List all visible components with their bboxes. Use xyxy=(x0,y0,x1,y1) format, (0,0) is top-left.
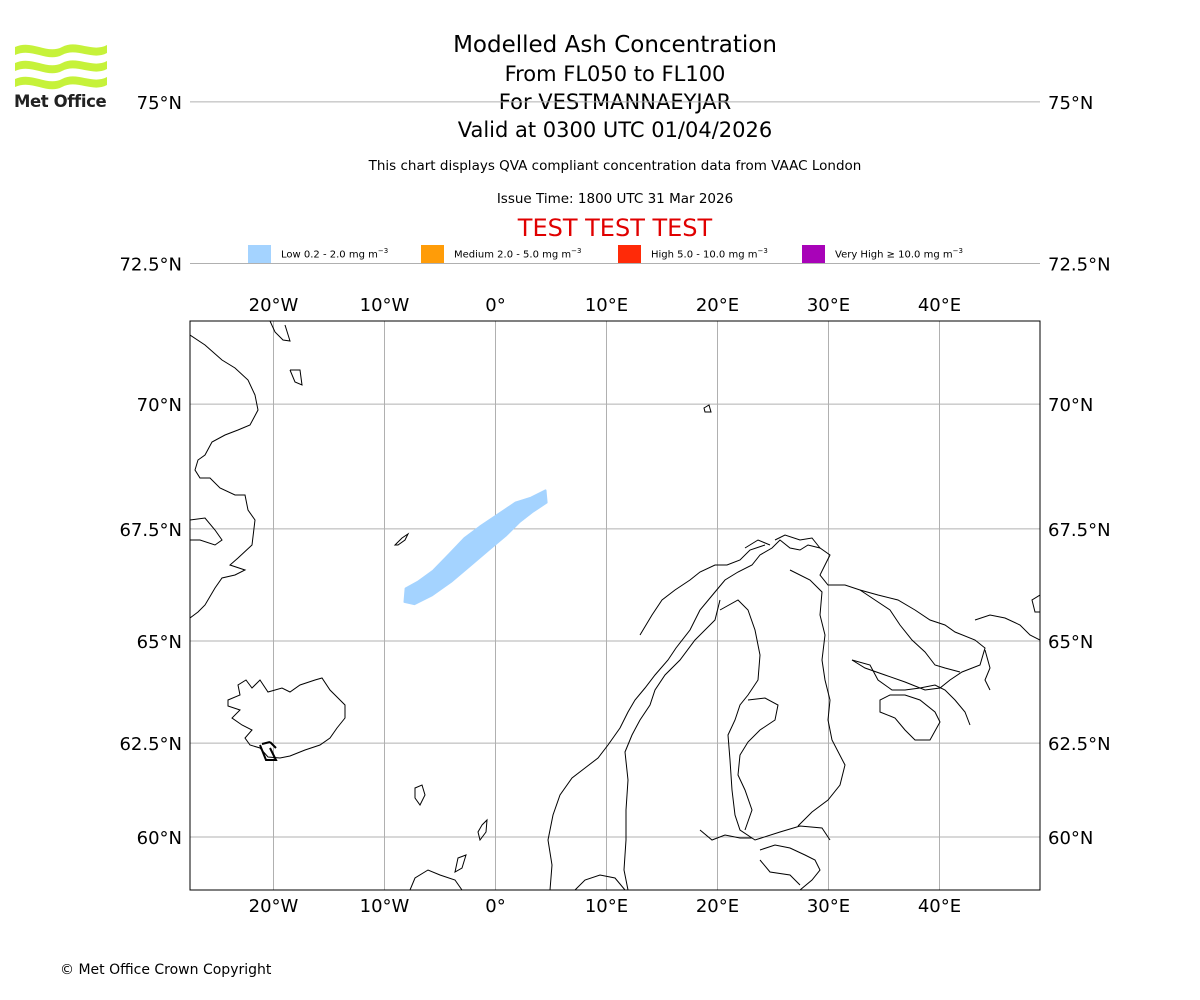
flight-level-subtitle: From FL050 to FL100 xyxy=(504,62,726,86)
legend-item-medium: Medium 2.0 - 5.0 mg m−3 xyxy=(421,244,581,264)
norway-coast xyxy=(547,539,986,890)
lat-tick-label: 70°N xyxy=(137,395,182,416)
issue-time: Issue Time: 1800 UTC 31 Mar 2026 xyxy=(496,191,734,207)
legend-item-high: High 5.0 - 10.0 mg m−3 xyxy=(618,244,768,264)
lat-tick-label: 72.5°N xyxy=(119,255,182,276)
legend-swatch-very-high xyxy=(802,244,825,264)
graticule xyxy=(190,101,1040,890)
lon-tick-label: 0° xyxy=(485,896,505,917)
greenland-fjord xyxy=(190,517,223,546)
logo-text: Met Office xyxy=(14,92,107,111)
norway-south-coast xyxy=(574,874,626,890)
lat-tick-label: 67.5°N xyxy=(119,520,182,541)
greenland-coast xyxy=(190,334,259,619)
lon-tick-label: 30°E xyxy=(807,896,850,917)
lon-tick-label: 20°W xyxy=(249,295,299,316)
norway-sweden-border xyxy=(623,599,721,890)
white-sea xyxy=(851,659,971,726)
ash-plume-low xyxy=(403,489,548,606)
iceland-coast xyxy=(227,677,346,759)
vestmannaeyjar-marker xyxy=(259,741,278,761)
lon-tick-label: 10°E xyxy=(585,896,628,917)
lon-tick-label: 0° xyxy=(485,295,505,316)
bothnia-coast xyxy=(737,697,779,831)
kola-coast xyxy=(974,594,1040,691)
legend-item-very-high: Very High ≥ 10.0 mg m−3 xyxy=(802,244,963,264)
copyright: © Met Office Crown Copyright xyxy=(60,962,272,978)
legend-swatch-low xyxy=(248,244,271,264)
sweden-finland-border xyxy=(719,599,831,841)
lon-tick-label: 10°E xyxy=(585,295,628,316)
axis-labels: 20°W 20°W 10°W 10°W 0° 0° 10°E 10°E 20°E 20°E 30°E… xyxy=(119,93,1110,917)
chart-description: This chart displays QVA compliant concen… xyxy=(368,158,862,174)
map-frame xyxy=(189,320,1041,891)
baltic-coast xyxy=(699,829,821,890)
legend-label-very-high: Very High ≥ 10.0 mg m xyxy=(835,249,953,261)
scotland-coast xyxy=(409,869,463,890)
test-banner: TEST TEST TEST xyxy=(517,214,713,242)
lat-tick-label: 60°N xyxy=(1048,828,1093,849)
legend-swatch-medium xyxy=(421,244,444,264)
lon-tick-label: 40°E xyxy=(918,295,961,316)
legend-label-low: Low 0.2 - 2.0 mg m xyxy=(281,249,378,261)
legend-label-high: High 5.0 - 10.0 mg m xyxy=(651,249,758,261)
legend: Low 0.2 - 2.0 mg m−3 Medium 2.0 - 5.0 mg… xyxy=(0,244,1200,264)
lat-tick-label: 62.5°N xyxy=(1048,734,1111,755)
lat-tick-label: 70°N xyxy=(1048,395,1093,416)
ash-plume-layer xyxy=(403,489,548,606)
lat-tick-label: 72.5°N xyxy=(1048,255,1111,276)
lon-tick-label: 20°E xyxy=(696,295,739,316)
legend-swatch-high xyxy=(618,244,641,264)
title-block: Modelled Ash Concentration From FL050 to… xyxy=(0,30,1200,144)
map-background xyxy=(190,321,1040,890)
lat-tick-label: 67.5°N xyxy=(1048,520,1111,541)
jan-mayen-coast xyxy=(393,532,410,546)
lon-tick-label: 20°E xyxy=(696,896,739,917)
lat-tick-label: 65°N xyxy=(1048,632,1093,653)
lat-tick-label: 62.5°N xyxy=(119,734,182,755)
lat-tick-label: 65°N xyxy=(137,632,182,653)
legend-label-medium: Medium 2.0 - 5.0 mg m xyxy=(454,249,572,261)
lon-tick-label: 20°W xyxy=(249,896,299,917)
lat-tick-label: 75°N xyxy=(1048,93,1093,114)
greenland-coast-north xyxy=(269,321,303,386)
lon-tick-label: 40°E xyxy=(918,896,961,917)
lat-tick-label: 75°N xyxy=(137,93,182,114)
lon-tick-label: 30°E xyxy=(807,295,850,316)
faroe-coast xyxy=(414,784,426,806)
norway-islands xyxy=(639,534,821,636)
finland-russia-border xyxy=(789,569,846,827)
met-office-logo-icon xyxy=(15,44,107,90)
lon-tick-label: 10°W xyxy=(360,295,410,316)
bear-island-coast xyxy=(703,404,712,413)
legend-item-low: Low 0.2 - 2.0 mg m−3 xyxy=(248,244,388,264)
valid-time-subtitle: Valid at 0300 UTC 01/04/2026 xyxy=(457,118,773,142)
russia-coast xyxy=(859,589,961,741)
coastlines xyxy=(190,321,1040,890)
lat-tick-label: 60°N xyxy=(137,828,182,849)
shetland-coast xyxy=(454,818,488,873)
lon-tick-label: 10°W xyxy=(360,896,410,917)
chart-title: Modelled Ash Concentration xyxy=(453,32,777,58)
